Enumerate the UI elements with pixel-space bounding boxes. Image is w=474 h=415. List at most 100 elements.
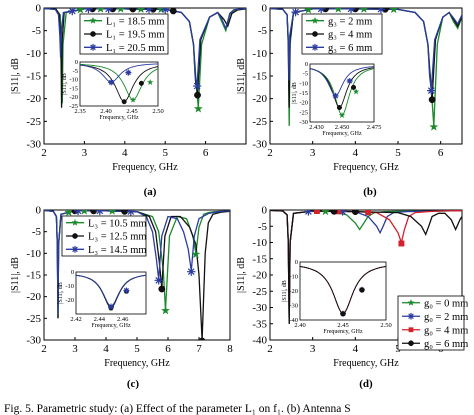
y-tick-label: -15 bbox=[26, 270, 41, 282]
legend: L₃ = 10.5 mm L₃ = 12.5 mm L₃ = 14.5 mm bbox=[61, 215, 147, 257]
inset-y-tick-label: -40 bbox=[289, 317, 298, 324]
x-tick-label: 3 bbox=[310, 343, 316, 355]
inset-y-tick-label: -20 bbox=[65, 297, 74, 304]
y-tick-label: -35 bbox=[252, 318, 267, 330]
data-marker bbox=[427, 86, 436, 95]
y-tick-label: -15 bbox=[252, 71, 267, 83]
x-tick-label: 5 bbox=[134, 343, 140, 355]
y-axis-label: |S11|, dB bbox=[10, 257, 21, 293]
data-marker bbox=[321, 210, 330, 216]
y-tick-label: -20 bbox=[26, 93, 41, 105]
legend: g₃ = 2 mm g₃ = 4 mm g₃ = 6 mm bbox=[301, 13, 383, 55]
inset-marker bbox=[346, 78, 353, 85]
data-marker bbox=[291, 8, 300, 17]
legend-entry-3: L₃ = 14.5 mm bbox=[88, 245, 147, 256]
x-tick-label: 6 bbox=[165, 343, 171, 355]
inset-x-axis-label: Frequency, GHz bbox=[91, 323, 131, 329]
data-marker bbox=[376, 8, 386, 14]
x-tick-label: 3 bbox=[310, 147, 316, 159]
inset-y-axis-label: |S11|, dB bbox=[282, 280, 288, 302]
legend-marker bbox=[72, 233, 78, 239]
y-tick-label: -25 bbox=[252, 286, 267, 298]
inset-x-tick-label: 2.450 bbox=[335, 124, 350, 131]
data-marker bbox=[126, 210, 135, 216]
legend-marker bbox=[408, 340, 414, 347]
data-marker bbox=[187, 267, 196, 276]
y-tick-label: -5 bbox=[258, 221, 268, 233]
data-marker bbox=[330, 210, 338, 215]
legend-marker bbox=[407, 299, 415, 306]
inset-marker bbox=[108, 303, 114, 310]
x-tick-label: 2 bbox=[41, 343, 47, 355]
inset-chart: 2.430 2.450 2.475 0 -5 -10 -15 -20 -25 -30 Frequen… bbox=[292, 61, 381, 137]
data-marker bbox=[73, 210, 83, 216]
y-tick-label: -20 bbox=[26, 291, 41, 303]
x-tick-label: 2 bbox=[267, 147, 273, 159]
series-line-3 bbox=[270, 8, 462, 90]
inset-y-tick-label: -30 bbox=[289, 303, 298, 310]
x-tick-label: 4 bbox=[103, 343, 109, 355]
y-tick-label: -25 bbox=[26, 313, 41, 325]
inset-x-axis-label: Frequency, GHz bbox=[99, 115, 139, 121]
chart-panel-3: 2 3 4 5 6 7 8 0 -5 -10 -15 -20 -25 -30 Frequency, GHz |… bbox=[10, 205, 233, 391]
inset-marker bbox=[332, 92, 339, 99]
inset-y-tick-label: -25 bbox=[299, 109, 308, 116]
legend-entry-1: L₁ = 18.5 mm bbox=[106, 16, 165, 27]
inset-x-axis-label: Frequency, GHz bbox=[322, 131, 362, 137]
data-marker bbox=[317, 8, 326, 14]
y-axis-label: |S11|, dB bbox=[10, 58, 21, 94]
inset-y-axis-label: |S11|, dB bbox=[58, 282, 64, 304]
y-tick-label: -5 bbox=[32, 25, 42, 37]
legend-entry-2: L₁ = 19.5 mm bbox=[106, 30, 165, 41]
y-tick-label: -10 bbox=[252, 48, 267, 60]
data-marker bbox=[161, 306, 170, 315]
y-tick-label: 0 bbox=[262, 205, 268, 217]
y-tick-label: -30 bbox=[26, 335, 41, 347]
data-marker bbox=[429, 122, 439, 131]
legend-entry-1: g₃ = 2 mm bbox=[328, 16, 372, 27]
legend-marker bbox=[311, 43, 319, 51]
legend-entry-4: g₀ = 6 mm bbox=[424, 339, 468, 350]
y-tick-label: -10 bbox=[26, 248, 41, 260]
inset-series-group bbox=[300, 265, 386, 317]
x-tick-label: 2 bbox=[267, 343, 273, 355]
y-tick-label: -10 bbox=[252, 237, 267, 249]
data-marker bbox=[104, 8, 113, 14]
inset-y-tick-label: -20 bbox=[289, 288, 298, 295]
data-marker bbox=[169, 8, 177, 15]
series-line-3 bbox=[44, 210, 230, 315]
inset-x-axis-label: Frequency, GHz bbox=[323, 329, 363, 335]
data-marker bbox=[158, 285, 166, 293]
legend-marker bbox=[71, 245, 79, 253]
inset-x-tick-label: 2.430 bbox=[309, 124, 324, 131]
x-axis-label: Frequency, GHz bbox=[104, 358, 170, 369]
inset-y-tick-label: -15 bbox=[299, 90, 308, 97]
legend-entry-2: g₀ = 2 mm bbox=[424, 312, 468, 323]
inset-x-tick-label: 2.42 bbox=[70, 316, 81, 323]
legend-marker bbox=[71, 218, 79, 226]
x-tick-label: 3 bbox=[72, 343, 78, 355]
inset-marker bbox=[340, 311, 346, 317]
legend-marker bbox=[408, 327, 414, 333]
inset-y-tick-label: 0 bbox=[295, 259, 298, 266]
legend-entry-2: g₃ = 4 mm bbox=[328, 30, 372, 41]
inset-marker bbox=[338, 111, 346, 118]
y-tick-label: -25 bbox=[26, 116, 41, 128]
inset-marker bbox=[138, 80, 144, 86]
series-group bbox=[270, 210, 462, 324]
y-tick-label: 0 bbox=[262, 3, 268, 15]
legend-marker bbox=[311, 16, 319, 24]
panel-label: (a) bbox=[144, 186, 157, 198]
inset-y-tick-label: -10 bbox=[65, 283, 74, 290]
legend-marker bbox=[90, 31, 96, 37]
y-axis-label: |S11|, dB bbox=[236, 257, 247, 293]
y-tick-label: -15 bbox=[252, 253, 267, 265]
inset-x-tick-label: 2.50 bbox=[380, 322, 391, 329]
x-tick-label: 5 bbox=[395, 147, 401, 159]
inset-x-tick-label: 2.45 bbox=[337, 322, 348, 329]
inset-x-tick-label: 2.475 bbox=[367, 124, 382, 131]
data-marker bbox=[198, 337, 206, 340]
data-marker bbox=[398, 240, 405, 247]
legend-entry-3: g₃ = 6 mm bbox=[328, 43, 372, 54]
